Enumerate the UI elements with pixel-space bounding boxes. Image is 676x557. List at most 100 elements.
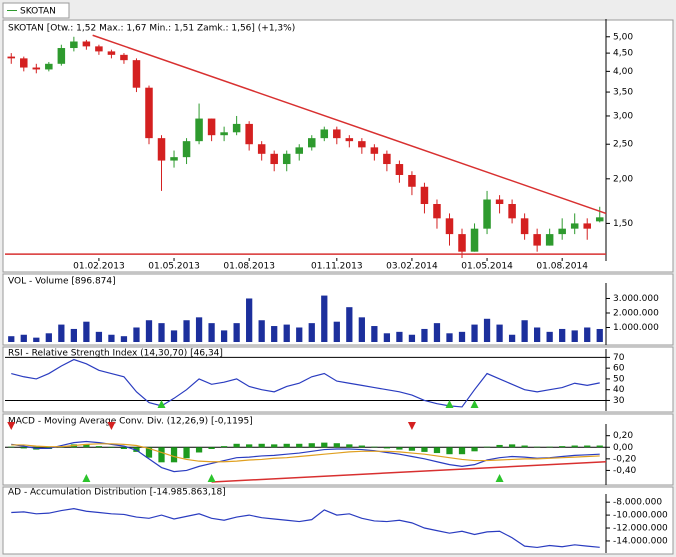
buy-signal — [470, 400, 479, 408]
y-tick-label: 1,50 — [613, 219, 633, 229]
bar — [433, 447, 441, 454]
panel-title: SKOTAN [Otw.: 1,52 Max.: 1,67 Min.: 1,51… — [8, 24, 295, 34]
bar — [421, 328, 428, 342]
bar — [233, 443, 240, 448]
y-tick-label: 0,00 — [613, 443, 633, 453]
bar — [458, 447, 466, 455]
bar — [308, 323, 315, 342]
y-tick-label: 50 — [613, 374, 625, 384]
candle-body — [282, 153, 291, 165]
bar — [571, 445, 578, 448]
trendline — [92, 34, 607, 215]
candle-body — [232, 123, 241, 133]
bar — [296, 327, 303, 342]
bar — [433, 323, 441, 342]
series-line — [11, 443, 600, 463]
bar — [58, 324, 65, 342]
bar — [371, 326, 378, 342]
bar — [258, 443, 265, 448]
bar — [283, 443, 290, 448]
bar — [83, 444, 90, 448]
bar — [108, 447, 115, 448]
y-tick-label: -12.000.000 — [613, 524, 668, 534]
bar — [208, 447, 215, 449]
candle-body — [270, 153, 278, 165]
candle-body — [370, 147, 379, 154]
buy-signal — [82, 474, 91, 482]
bar — [534, 327, 541, 342]
bar — [20, 447, 27, 449]
candle-body — [45, 63, 53, 70]
bar — [408, 447, 416, 451]
y-tick-label: 0,20 — [613, 431, 633, 441]
candle-body — [220, 132, 228, 136]
candle-body — [408, 174, 416, 187]
bar — [145, 447, 153, 458]
y-tick-label: -10.000.000 — [613, 511, 668, 521]
bar — [471, 447, 478, 452]
bar — [271, 326, 278, 342]
bar — [321, 295, 328, 342]
bar — [421, 447, 428, 452]
bar — [195, 317, 203, 342]
y-tick-label: 3,50 — [613, 88, 633, 98]
candle-body — [70, 41, 78, 49]
bar — [158, 323, 165, 342]
panel-title: MACD - Moving Average Conv. Div. (12,26,… — [8, 417, 253, 427]
bar — [483, 318, 491, 342]
bar — [108, 334, 115, 342]
candle-body — [533, 234, 541, 246]
bar — [95, 331, 103, 342]
bar — [508, 334, 516, 342]
x-tick-label: 01.08.2014 — [536, 262, 588, 272]
candle-body — [32, 67, 41, 70]
bar — [346, 444, 353, 448]
bar — [133, 327, 140, 342]
candle-body — [207, 118, 216, 136]
bar — [571, 330, 578, 342]
y-tick-label: 30 — [613, 396, 625, 406]
bar — [546, 331, 553, 342]
candle-body — [433, 204, 441, 219]
y-tick-label: 3,00 — [613, 111, 633, 121]
bar — [158, 447, 165, 463]
bar — [546, 446, 553, 448]
candle-body — [558, 228, 566, 235]
candle-body — [458, 234, 466, 252]
bar — [271, 444, 278, 448]
candle-body — [82, 41, 91, 47]
bar — [521, 320, 528, 342]
bar — [559, 446, 566, 448]
panel-title: AD - Accumulation Distribution [-14.985.… — [8, 488, 226, 498]
bar — [246, 298, 253, 342]
candle-body — [395, 164, 404, 175]
x-tick-label: 01.02.2013 — [73, 262, 125, 272]
candle-body — [320, 129, 329, 139]
bar — [358, 445, 365, 448]
candle-body — [345, 138, 354, 142]
candle-body — [508, 204, 516, 219]
bar — [333, 321, 340, 342]
legend-label: SKOTAN — [20, 7, 56, 17]
bar — [183, 447, 190, 459]
candle-body — [245, 123, 253, 145]
panel-frame — [2, 486, 674, 555]
bar — [321, 442, 328, 448]
bar — [483, 446, 491, 448]
bar — [396, 331, 403, 342]
trendline — [211, 460, 607, 483]
candle-body — [182, 141, 191, 158]
bar — [584, 327, 591, 342]
candle-body — [383, 153, 391, 165]
candle-body — [583, 223, 591, 229]
candle-body — [495, 199, 504, 205]
y-tick-label: 4,50 — [613, 49, 633, 59]
bar — [183, 320, 190, 342]
sell-signal — [7, 422, 16, 430]
sell-signal — [107, 422, 116, 430]
buy-signal — [445, 400, 454, 408]
candle-body — [157, 138, 166, 161]
bar — [534, 446, 541, 448]
